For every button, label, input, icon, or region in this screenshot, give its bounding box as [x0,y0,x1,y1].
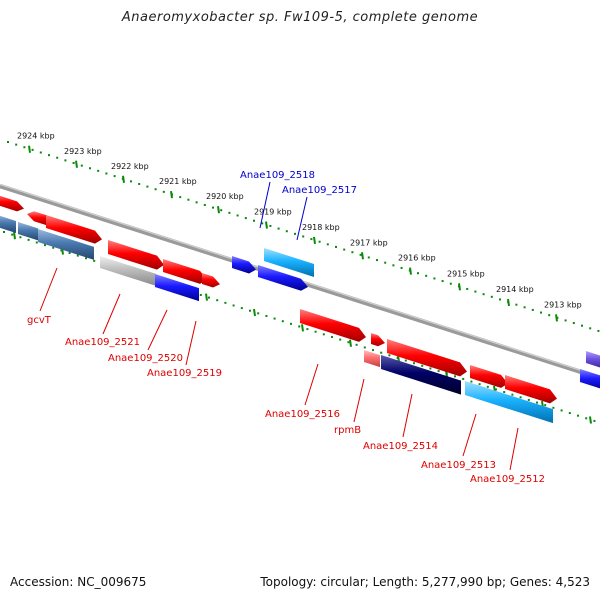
leader-line [147,309,168,351]
gene-feature[interactable] [264,248,314,277]
gene-feature[interactable] [387,339,467,377]
kbp-tick-label: 2919 kbp [254,208,292,217]
gene-label-anae109-2520[interactable]: Anae109_2520 [108,353,183,364]
topology-label: Topology: circular; Length: 5,277,990 bp… [260,575,590,589]
gene-feature[interactable] [364,350,380,368]
kbp-tick-label: 2921 kbp [159,177,197,186]
gene-feature[interactable] [202,273,220,288]
gene-feature[interactable] [163,259,207,284]
gene-feature[interactable] [46,215,102,244]
gene-label-anae109-2514[interactable]: Anae109_2514 [363,441,438,452]
gene-feature[interactable] [27,211,47,226]
kbp-ruler-labels: 2924 kbp 2923 kbp 2922 kbp 2921 kbp 2920 kbp… [17,132,582,310]
kbp-tick-label: 2916 kbp [398,254,436,263]
leader-line [509,427,519,471]
leader-line [402,393,413,438]
kbp-tick-label: 2923 kbp [64,147,102,156]
gene-labels-top: Anae109_2518 Anae109_2517 [240,170,357,196]
gene-label-anae109-2512[interactable]: Anae109_2512 [470,474,545,485]
gene-label-gcvt[interactable]: gcvT [27,315,52,326]
gene-label-anae109-2521[interactable]: Anae109_2521 [65,337,140,348]
gene-label-anae109-2516[interactable]: Anae109_2516 [265,409,340,420]
gene-features [0,194,600,424]
gene-label-anae109-2513[interactable]: Anae109_2513 [421,460,496,471]
kbp-tick-label: 2924 kbp [17,132,55,141]
kbp-tick-label: 2914 kbp [496,285,534,294]
leader-line [39,267,58,312]
leader-line [259,181,271,229]
gene-feature[interactable] [371,333,385,347]
gene-label-leaders [39,181,519,471]
gene-feature[interactable] [586,351,600,369]
gene-feature[interactable] [232,256,256,274]
kbp-tick-label: 2917 kbp [350,238,388,247]
gene-label-anae109-2517[interactable]: Anae109_2517 [282,185,357,196]
gene-feature[interactable] [300,309,366,342]
kbp-tick-label: 2913 kbp [544,300,582,309]
leader-line [353,378,365,423]
gene-feature[interactable] [0,214,16,234]
gene-feature[interactable] [505,375,557,404]
kbp-tick-label: 2920 kbp [206,192,244,201]
gene-feature[interactable] [108,240,164,270]
leader-line [102,293,121,335]
gene-feature[interactable] [155,274,199,302]
leader-line [462,413,477,457]
gene-feature[interactable] [580,369,600,390]
gene-feature[interactable] [18,222,38,241]
gene-label-anae109-2519[interactable]: Anae109_2519 [147,368,222,379]
kbp-tick-label: 2915 kbp [447,269,485,278]
gene-feature[interactable] [100,256,156,286]
gene-label-rpmb[interactable]: rpmB [334,425,361,436]
kbp-tick-label: 2922 kbp [111,162,149,171]
kbp-tick-label: 2918 kbp [302,223,340,232]
gene-feature[interactable] [258,265,308,291]
gene-feature[interactable] [465,381,553,424]
gene-feature[interactable] [381,355,461,395]
accession-label: Accession: NC_009675 [10,575,147,589]
leader-line [296,196,308,241]
gene-labels-bottom: gcvT Anae109_2521 Anae109_2520 Anae109_2… [27,315,545,485]
leader-line [185,320,197,366]
map-title: Anaeromyxobacter sp. Fw109-5, complete g… [121,10,479,25]
gene-label-anae109-2518[interactable]: Anae109_2518 [240,170,315,181]
kbp-ruler [7,141,600,332]
gene-feature[interactable] [0,194,24,212]
leader-line [304,363,319,406]
gene-feature[interactable] [38,229,94,260]
gene-feature[interactable] [470,365,508,388]
